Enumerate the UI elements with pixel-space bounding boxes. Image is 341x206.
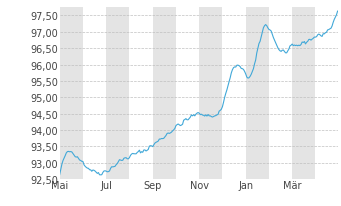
Bar: [246, 8, 269, 179]
Bar: [199, 8, 222, 179]
Bar: [153, 8, 176, 179]
Bar: [292, 8, 315, 179]
Bar: [106, 8, 130, 179]
Bar: [60, 8, 83, 179]
